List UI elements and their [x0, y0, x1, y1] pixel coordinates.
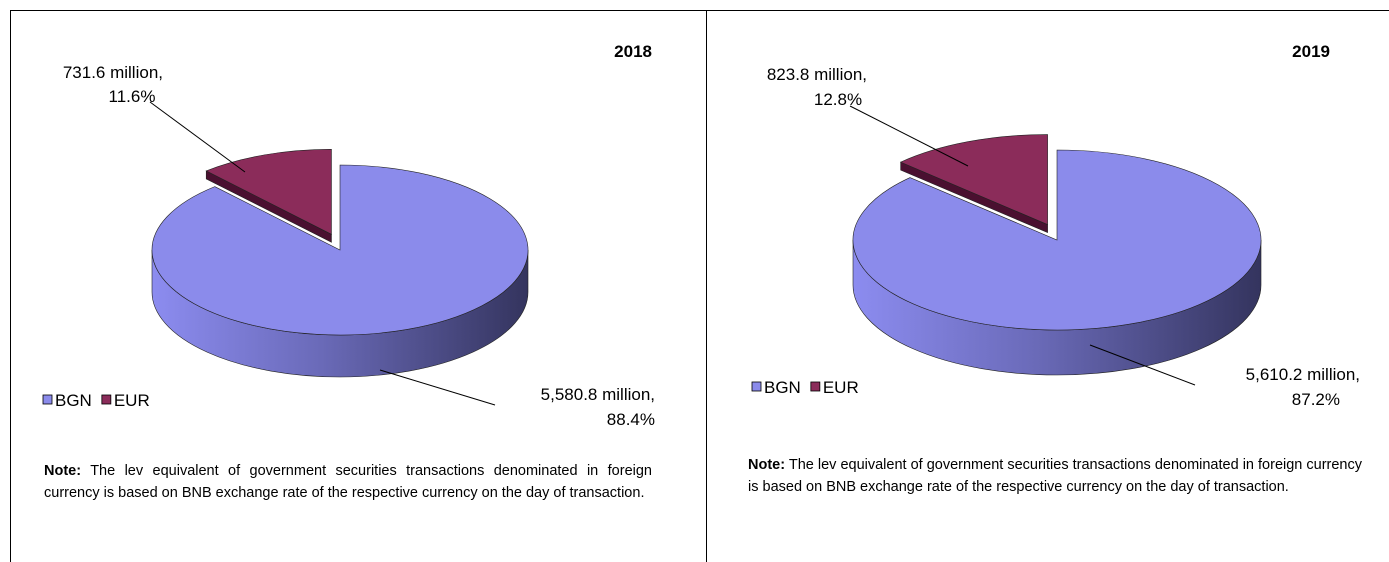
data-label: 5,610.2 million,: [1246, 365, 1360, 384]
leader-line: [379, 369, 496, 406]
pie-slice: [205, 149, 332, 235]
legend-swatch: [42, 394, 53, 405]
data-label: 5,580.8 million,: [541, 385, 655, 404]
legend-label: BGN: [55, 391, 92, 410]
pie-slice: [852, 149, 1262, 331]
data-label: 731.6 million,: [63, 63, 163, 82]
legend-label: EUR: [114, 391, 150, 410]
note-label: Note:: [44, 463, 82, 479]
leader-line: [149, 101, 246, 173]
legend-swatch: [101, 394, 112, 405]
data-label: 823.8 million,: [767, 65, 867, 84]
legend-swatch: [751, 381, 762, 392]
data-label: 12.8%: [814, 90, 862, 109]
legend-label: EUR: [823, 378, 859, 397]
chart-title: 2019: [1292, 42, 1330, 61]
data-label: 88.4%: [607, 410, 655, 429]
legend-label: BGN: [764, 378, 801, 397]
note-text: The lev equivalent of government securit…: [44, 463, 652, 501]
note: Note: The lev equivalent of government s…: [748, 454, 1362, 498]
note: Note: The lev equivalent of government s…: [44, 460, 652, 504]
data-label: 11.6%: [109, 87, 156, 106]
legend-swatch: [810, 381, 821, 392]
note-label: Note:: [748, 457, 786, 473]
chart-title: 2018: [614, 42, 652, 61]
leader-line: [1089, 344, 1196, 386]
pie-slice: [899, 134, 1048, 225]
pie-slice: [151, 164, 529, 336]
leader-line: [849, 105, 969, 167]
note-text: The lev equivalent of government securit…: [748, 457, 1362, 495]
data-label: 87.2%: [1292, 390, 1340, 409]
